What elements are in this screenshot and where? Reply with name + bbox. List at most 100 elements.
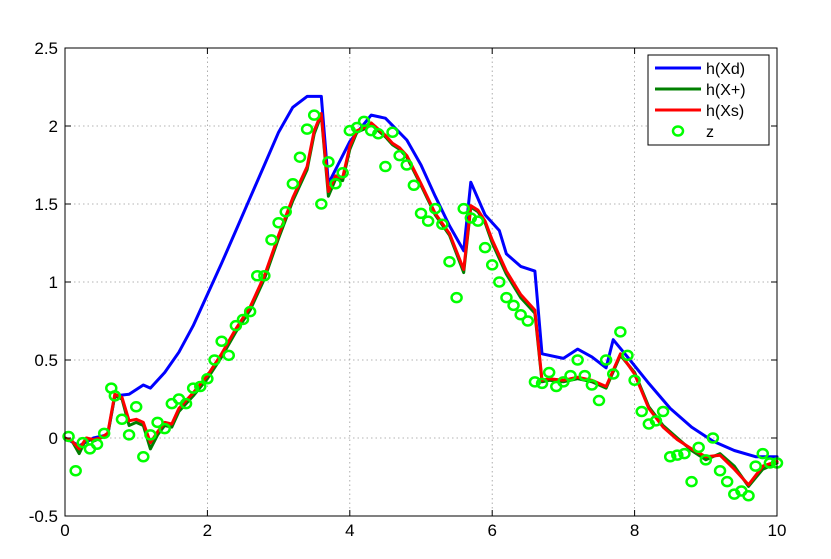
data-point: [585, 379, 599, 391]
data-point: [350, 121, 364, 134]
y-tick-label: 0: [49, 429, 58, 448]
data-point: [699, 454, 713, 466]
data-point: [336, 167, 349, 179]
data-point: [678, 447, 691, 460]
data-point: [457, 202, 470, 215]
data-point: [493, 276, 506, 288]
data-point: [663, 450, 677, 463]
x-tick-label: 6: [487, 521, 496, 540]
data-point: [236, 313, 250, 326]
x-tick-label: 10: [768, 521, 787, 540]
data-point: [443, 255, 456, 268]
y-tick-label: -0.5: [29, 507, 58, 526]
legend: h(Xd) h(X+) h(Xs) z: [647, 54, 770, 146]
data-point: [500, 291, 513, 304]
data-point: [194, 380, 207, 393]
x-tick-label: 4: [345, 521, 354, 540]
data-point: [307, 109, 321, 121]
data-point: [706, 432, 720, 444]
data-point: [115, 413, 129, 426]
data-point: [97, 427, 111, 440]
data-point: [599, 354, 613, 366]
series-line-3: [63, 112, 779, 487]
data-point: [656, 405, 670, 418]
data-point: [471, 215, 485, 227]
data-point: [428, 202, 442, 215]
legend-label-4: z: [706, 124, 714, 141]
legend-label-2: h(X+): [706, 82, 746, 99]
data-point: [215, 335, 228, 348]
data-point: [614, 326, 627, 338]
data-point: [649, 415, 663, 427]
data-point: [286, 177, 300, 190]
data-point: [279, 206, 292, 218]
y-tick-label: 2: [49, 117, 58, 136]
data-point: [421, 215, 435, 227]
data-point: [357, 115, 371, 128]
y-tick-label: 1: [49, 273, 58, 292]
data-point: [528, 376, 542, 388]
data-point: [485, 259, 499, 271]
data-point: [407, 179, 421, 192]
data-point: [122, 429, 136, 441]
data-point: [179, 397, 193, 410]
y-tick-label: 2.5: [34, 39, 58, 58]
data-point: [222, 349, 236, 362]
data-point: [692, 441, 705, 454]
data-point: [628, 374, 641, 387]
axes: 0 2 4 6 8 10-0.500.511.522.5: [29, 39, 787, 540]
data-point: [129, 401, 143, 413]
data-point: [535, 377, 549, 390]
data-point: [329, 177, 342, 190]
data-point: [379, 160, 392, 173]
series-line-1: [63, 94, 779, 459]
data-point: [756, 447, 770, 460]
data-point: [144, 429, 157, 441]
data-point: [372, 128, 385, 140]
data-point: [742, 489, 755, 502]
data-point: [315, 198, 328, 210]
data-point: [685, 475, 698, 488]
data-point: [151, 416, 164, 429]
data-point: [713, 465, 727, 477]
data-point: [400, 159, 414, 171]
data-point: [564, 369, 577, 382]
data-point: [436, 218, 449, 231]
data-point: [749, 460, 762, 472]
data-point: [507, 299, 520, 312]
data-point: [414, 207, 428, 220]
data-point: [521, 315, 535, 327]
data-point: [592, 394, 606, 407]
x-tick-label: 2: [203, 521, 212, 540]
y-tick-label: 0.5: [34, 351, 58, 370]
x-tick-label: 8: [630, 521, 639, 540]
data-point: [186, 382, 200, 394]
data-point: [386, 126, 399, 138]
data-point: [571, 354, 584, 366]
data-point: [557, 376, 570, 388]
data-point: [258, 270, 271, 282]
data-point: [208, 354, 221, 366]
legend-label-1: h(Xd): [706, 61, 745, 78]
data-point: [671, 449, 684, 461]
x-tick-label: 0: [60, 521, 69, 540]
data-point: [137, 450, 150, 463]
data-point: [69, 465, 82, 477]
data-point: [201, 372, 214, 385]
data-point: [229, 319, 243, 332]
data-point: [720, 475, 734, 488]
data-point: [62, 430, 75, 443]
data-point: [450, 291, 463, 304]
data-point: [478, 241, 492, 254]
data-point: [393, 149, 406, 162]
series-layer: [62, 94, 784, 502]
data-point: [250, 270, 264, 282]
data-point: [542, 366, 556, 379]
data-point: [293, 151, 307, 163]
data-point: [322, 156, 335, 168]
legend-swatch-4: [671, 125, 685, 137]
data-point: [514, 309, 527, 321]
data-point: [606, 368, 620, 380]
